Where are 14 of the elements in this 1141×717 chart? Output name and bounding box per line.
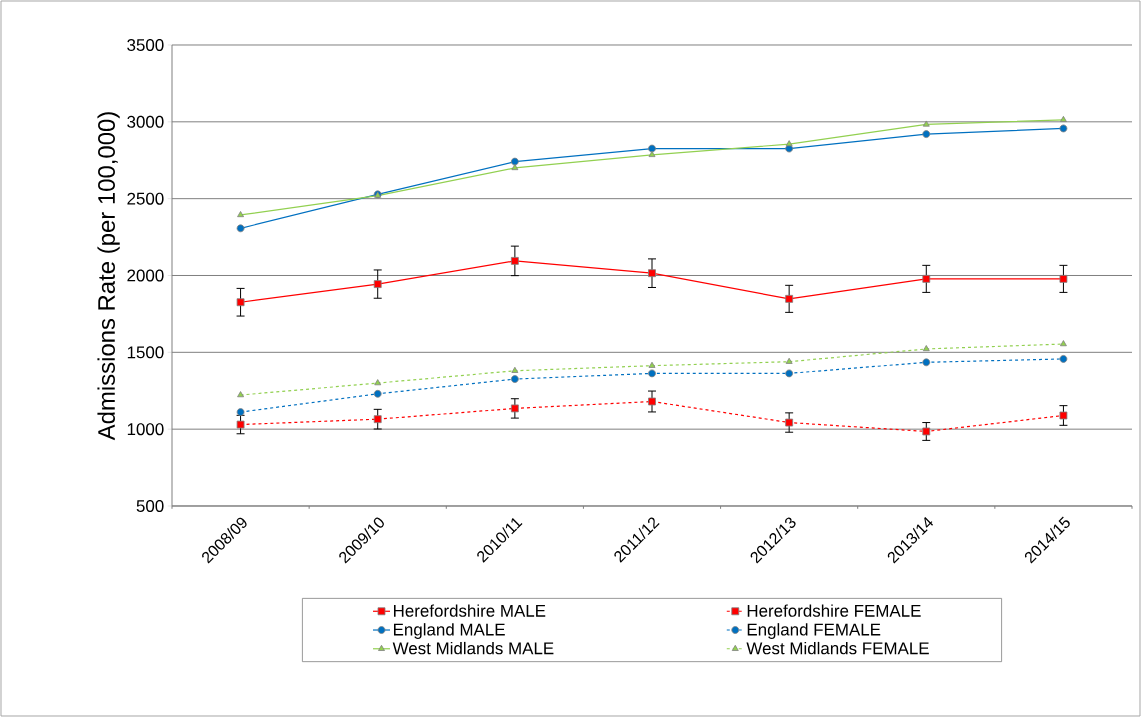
legend-label: Herefordshire MALE	[393, 604, 546, 617]
y-tick-label: 3500	[127, 38, 164, 51]
legend-label: Herefordshire FEMALE	[747, 604, 921, 617]
y-tick-label: 500	[136, 499, 164, 512]
y-tick-label: 1000	[127, 423, 164, 436]
legend-label: West Midlands FEMALE	[746, 641, 929, 655]
y-tick-label: 1500	[127, 346, 164, 359]
y-tick-label: 2000	[127, 269, 164, 282]
legend-label: West Midlands MALE	[392, 641, 554, 655]
y-axis-title: Admissions Rate (per 100,000)	[97, 112, 120, 441]
legend-label: England FEMALE	[747, 623, 881, 639]
legend-label: England MALE	[393, 623, 505, 639]
y-tick-label: 2500	[127, 192, 164, 205]
y-tick-label: 3000	[127, 115, 164, 128]
